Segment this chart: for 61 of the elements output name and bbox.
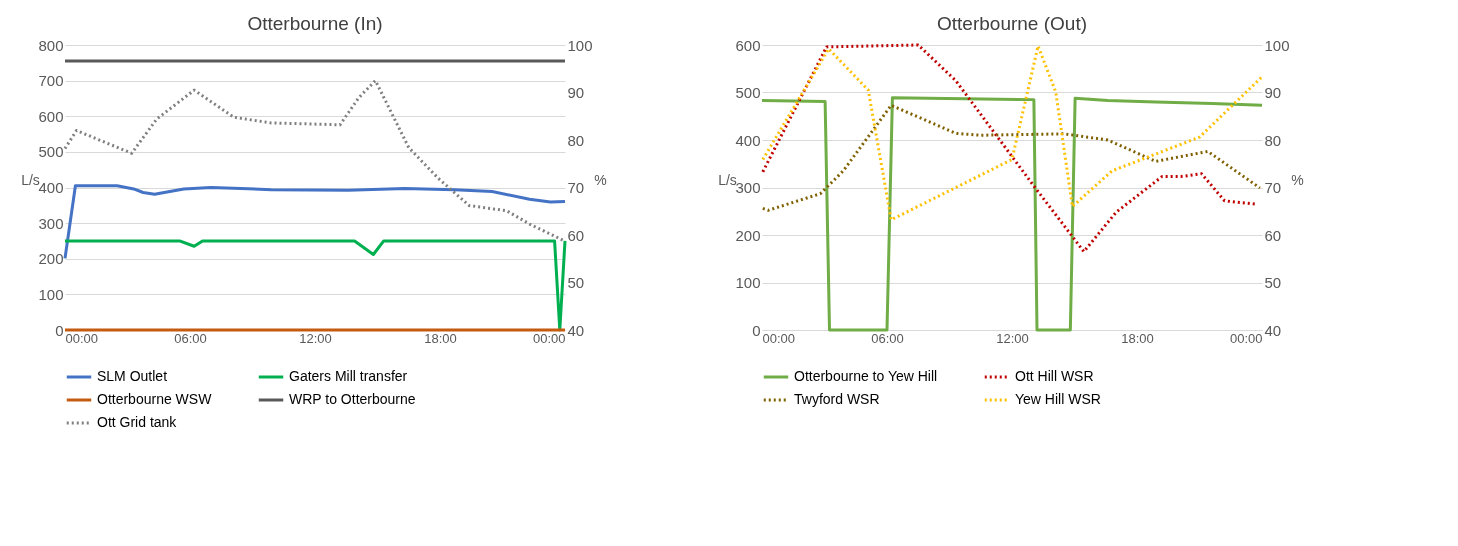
y2-tick-label: 50	[567, 274, 585, 291]
y2-axis-title: %	[594, 172, 607, 188]
y-axis-title: L/s	[21, 172, 40, 188]
x-tick-label: 12:00	[299, 330, 332, 346]
legend-label: Twyford WSR	[794, 391, 880, 407]
y-tick-label: 500	[735, 84, 761, 101]
y-tick-label: 200	[735, 226, 761, 244]
y2-tick-label: 60	[1264, 226, 1282, 244]
y-tick-label: 400	[735, 131, 761, 149]
y-tick-label: 700	[38, 72, 64, 90]
chart-title: Otterbourne (In)	[247, 13, 383, 34]
y2-tick-label: 70	[567, 179, 585, 196]
line-series	[760, 96, 1264, 332]
y-tick-label: 600	[38, 107, 64, 125]
legend-label: WRP to Otterbourne	[289, 391, 416, 407]
x-tick-label: 00:00	[65, 330, 99, 346]
y-tick-label: 0	[55, 321, 64, 339]
y2-tick-label: 40	[1264, 321, 1282, 339]
legend-label: SLM Outlet	[97, 368, 168, 384]
y-tick-label: 500	[38, 143, 64, 161]
y-tick-label: 200	[38, 250, 64, 268]
y2-tick-label: 100	[1264, 36, 1290, 54]
x-tick-label: 18:00	[1121, 330, 1154, 346]
y2-tick-label: 100	[567, 36, 593, 54]
legend-label: Otterbourne to Yew Hill	[794, 368, 938, 384]
chart-title: Otterbourne (Out)	[937, 13, 1087, 34]
legend-label: Gaters Mill transfer	[289, 368, 408, 384]
y2-tick-label: 70	[1264, 179, 1282, 196]
y2-tick-label: 60	[567, 226, 585, 244]
line-series	[63, 239, 567, 332]
y-tick-label: 300	[38, 214, 64, 232]
y-tick-label: 300	[735, 179, 761, 196]
y-tick-label: 600	[735, 36, 761, 54]
legend-label: Ott Hill WSR	[1015, 368, 1094, 384]
x-tick-label: 06:00	[871, 330, 904, 346]
legend-label: Yew Hill WSR	[1015, 391, 1101, 407]
y-axis-title: L/s	[718, 172, 737, 188]
x-tick-label: 00:00	[532, 330, 566, 346]
x-tick-label: 18:00	[424, 330, 457, 346]
y2-tick-label: 80	[1264, 131, 1282, 149]
x-tick-label: 12:00	[996, 330, 1029, 346]
x-tick-label: 00:00	[762, 330, 796, 346]
y2-tick-label: 80	[567, 131, 585, 149]
y-tick-label: 400	[38, 179, 64, 196]
legend-label: Ott Grid tank	[97, 414, 178, 430]
line-series	[761, 43, 1258, 254]
y-tick-label: 800	[38, 36, 64, 54]
y-tick-label: 100	[735, 274, 761, 291]
y-tick-label: 0	[752, 321, 761, 339]
y2-tick-label: 90	[1264, 84, 1282, 101]
x-tick-label: 00:00	[1229, 330, 1263, 346]
y-tick-label: 100	[38, 285, 64, 303]
line-series	[761, 44, 1264, 222]
y2-tick-label: 90	[567, 84, 585, 101]
x-tick-label: 06:00	[174, 330, 207, 346]
line-series	[63, 184, 567, 260]
line-series	[761, 103, 1262, 212]
y2-tick-label: 40	[567, 321, 585, 339]
y2-tick-label: 50	[1264, 274, 1282, 291]
legend-label: Otterbourne WSW	[97, 391, 213, 407]
y2-axis-title: %	[1291, 172, 1304, 188]
